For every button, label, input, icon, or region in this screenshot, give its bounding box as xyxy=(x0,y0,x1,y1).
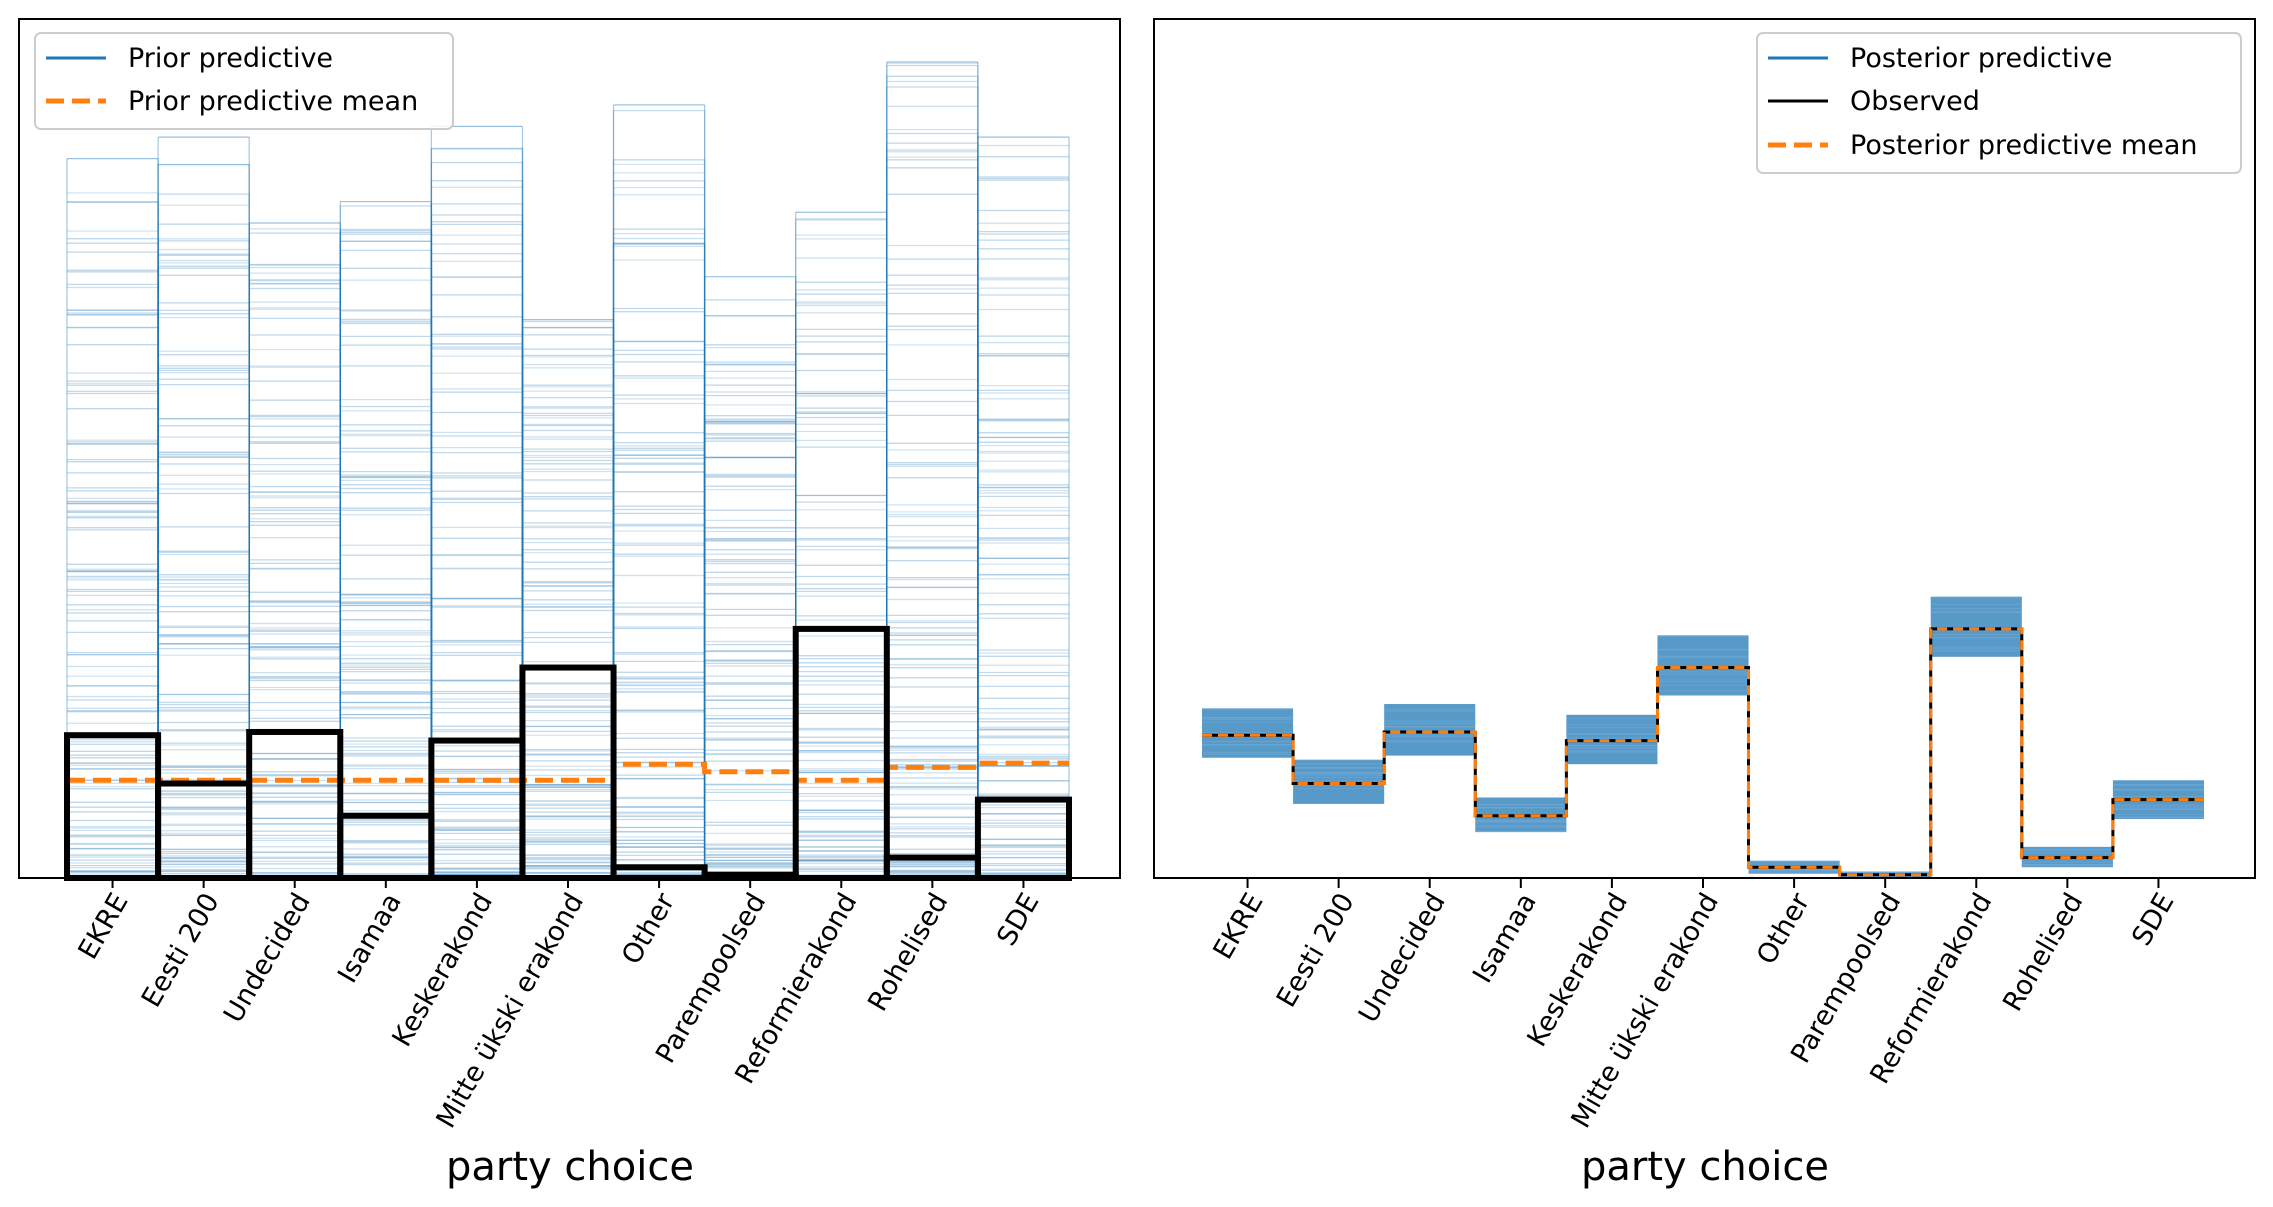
right-legend: Posterior predictive Observed Posterior … xyxy=(1756,32,2242,174)
left-legend: Prior predictive Prior predictive mean xyxy=(34,32,454,130)
right-x-axis-label: party choice xyxy=(1581,1144,1829,1190)
prior-predictive-sample xyxy=(67,167,1069,756)
prior-predictive-sample xyxy=(67,193,1069,860)
prior-predictive-sample xyxy=(67,287,1069,879)
prior-predictive-sample xyxy=(67,248,1069,853)
posterior-plot-area xyxy=(1202,596,2204,879)
prior-predictive-sample xyxy=(67,75,1069,845)
prior-predictive-sample xyxy=(67,159,1069,858)
legend-posterior-predictive: Posterior predictive xyxy=(1850,43,2112,74)
prior-predictive-sample xyxy=(67,344,1069,822)
left-x-axis-label: party choice xyxy=(446,1144,694,1190)
posterior-predictive-band xyxy=(1384,704,1476,756)
posterior-predictive-band xyxy=(1657,635,1749,696)
prior-predictive-sample xyxy=(67,349,1069,855)
prior-predictive-sample xyxy=(67,203,1069,868)
legend-observed: Observed xyxy=(1850,86,1980,117)
prior-predictive-sample xyxy=(67,64,1069,879)
prior-predictive-sample xyxy=(67,219,1069,876)
prior-predictive-sample xyxy=(67,205,1069,833)
left-legend-box xyxy=(34,32,454,130)
prior-predictive-sample xyxy=(67,149,1069,785)
legend-prior-mean: Prior predictive mean xyxy=(128,86,418,117)
prior-predictive-sample xyxy=(67,147,1069,872)
prior-predictive-sample xyxy=(67,229,1069,808)
prior-predictive-mean-line xyxy=(67,760,1069,783)
legend-posterior-mean: Posterior predictive mean xyxy=(1850,130,2197,161)
prior-predictive-sample xyxy=(67,163,1069,853)
prior-predictive-sample xyxy=(67,132,1069,850)
posterior-predictive-band xyxy=(1293,759,1385,804)
prior-predictive-sample xyxy=(67,231,1069,708)
prior-predictive-sample xyxy=(67,392,1069,878)
prior-predictive-sample xyxy=(67,313,1069,877)
posterior-predictive-band xyxy=(1930,596,2022,657)
right-axes-frame xyxy=(1153,18,2256,879)
legend-prior-predictive: Prior predictive xyxy=(128,43,333,74)
prior-predictive-sample xyxy=(67,156,1069,865)
prior-plot-area xyxy=(64,61,1073,882)
left-axes-frame xyxy=(18,18,1121,879)
prior-predictive-sample xyxy=(67,193,1069,836)
right-legend-box xyxy=(1756,32,2242,174)
prior-predictive-sample xyxy=(67,142,1069,845)
posterior-predictive-mean-line xyxy=(1202,627,2204,877)
prior-predictive-sample xyxy=(67,354,1069,876)
